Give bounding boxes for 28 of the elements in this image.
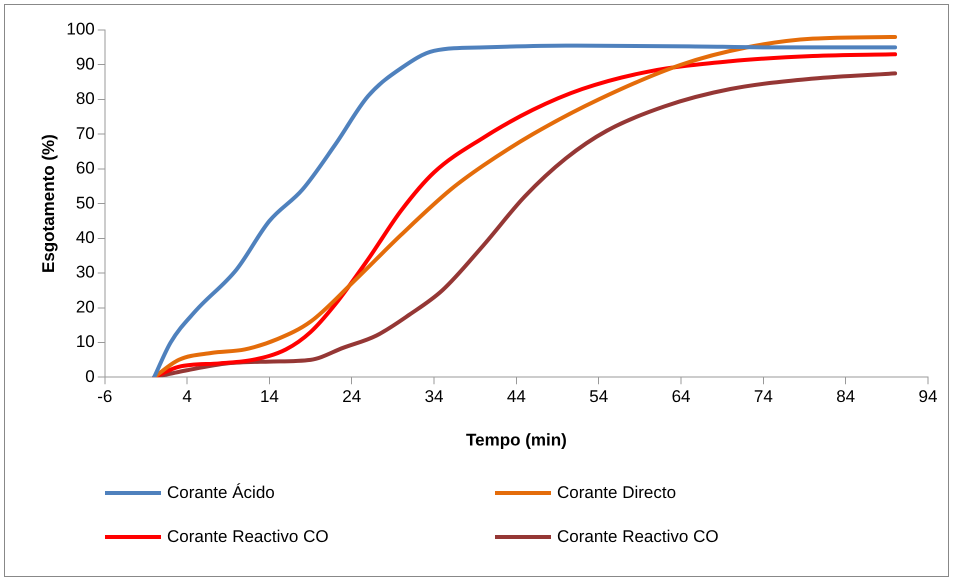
legend-label: Corante Reactivo CO: [557, 527, 719, 547]
y-tick-label: 40: [76, 228, 95, 248]
y-tick-label: 0: [85, 366, 95, 386]
x-tick-label: -6: [97, 387, 112, 406]
x-tick-label: 4: [182, 387, 192, 406]
y-tick-label: 10: [76, 332, 95, 352]
x-tick-label: 74: [754, 387, 773, 406]
x-tick-label: 34: [424, 387, 444, 406]
x-tick-label: 24: [342, 387, 362, 406]
legend-label: Corante Reactivo CO: [167, 527, 329, 547]
y-tick-label: 90: [76, 54, 95, 74]
x-tick-label: 54: [589, 387, 608, 406]
x-tick-label: 64: [672, 387, 690, 406]
legend-label: Corante Directo: [557, 483, 676, 503]
y-tick-label: 20: [76, 297, 95, 316]
y-tick-label: 100: [66, 20, 95, 39]
x-tick-label: 44: [506, 387, 526, 406]
x-tick-label: 94: [918, 387, 938, 406]
x-tick-label: 14: [260, 387, 279, 406]
x-axis-title: Tempo (min): [466, 430, 567, 450]
y-tick-label: 50: [76, 193, 95, 212]
y-tick-label: 60: [76, 158, 95, 178]
y-tick-label: 70: [76, 124, 95, 143]
y-tick-label: 80: [76, 89, 95, 108]
y-axis-title: Esgotamento (%): [38, 134, 58, 274]
legend-label: Corante Ácido: [167, 483, 275, 503]
y-tick-label: 30: [76, 262, 95, 282]
x-tick-label: 84: [836, 387, 856, 406]
